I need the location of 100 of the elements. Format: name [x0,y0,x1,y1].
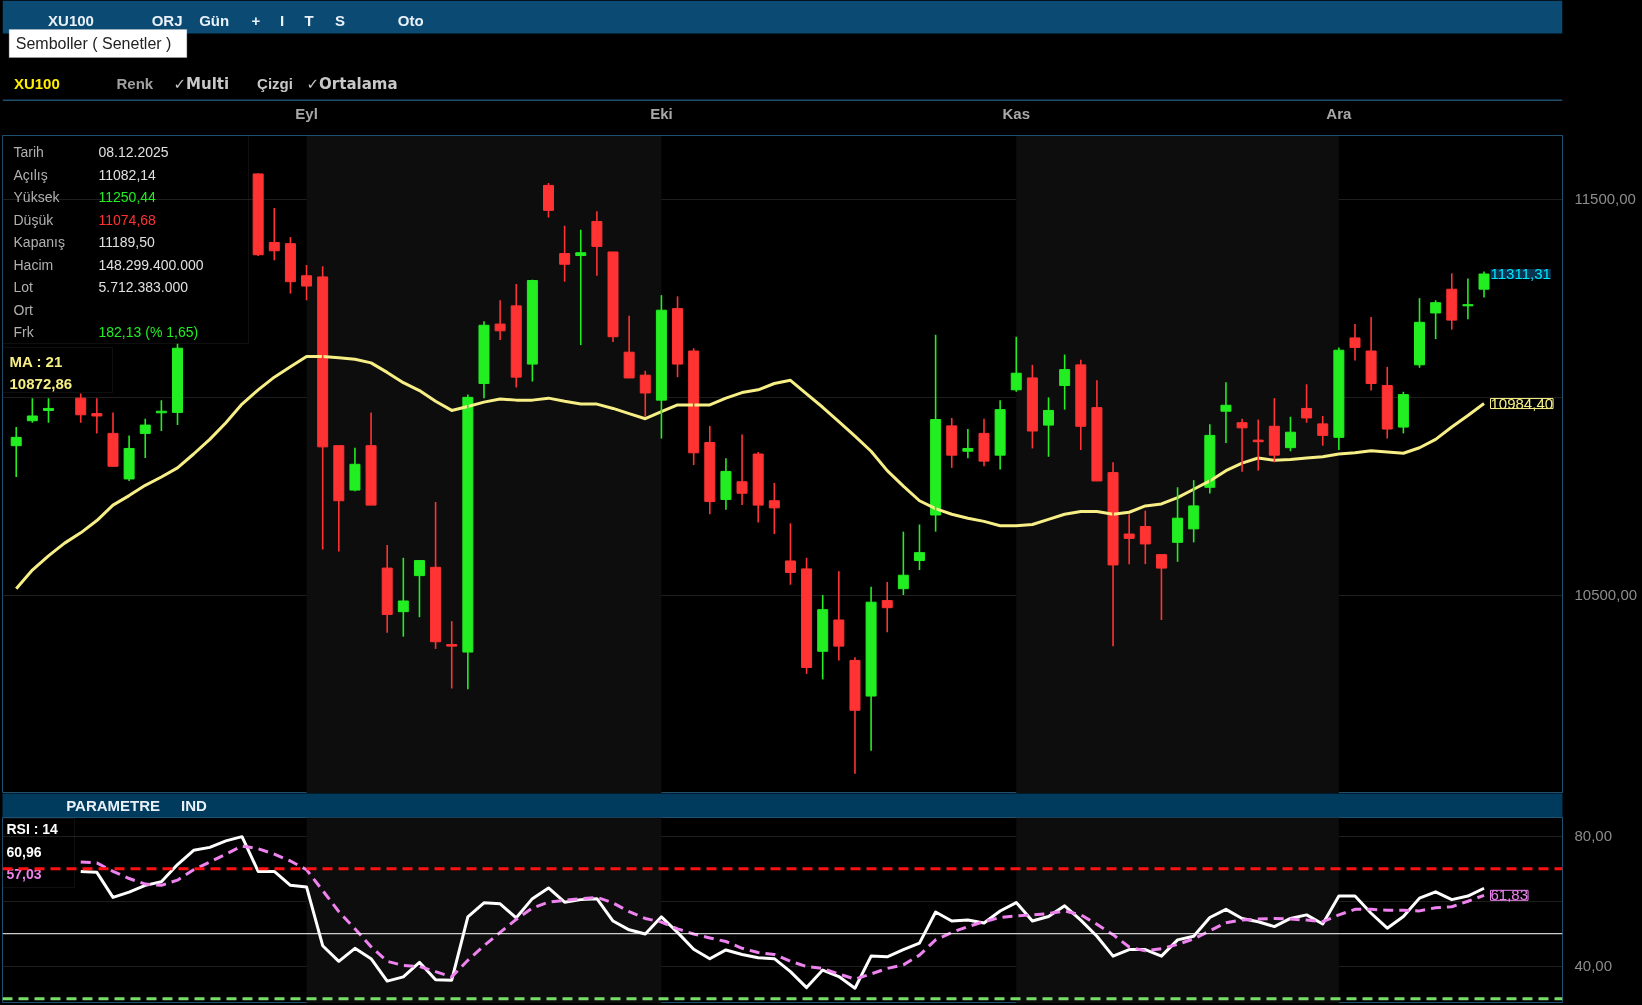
candlestick [784,522,796,586]
candlestick [1220,381,1232,444]
x-tick-label: Kas [1002,104,1031,122]
candlestick [1252,418,1264,472]
text: RSI : 14 [6,820,59,837]
candlestick [994,399,1006,471]
candlestick [172,343,184,426]
candlestick [1430,299,1442,340]
candlestick [1155,553,1167,621]
candlestick [1349,323,1361,362]
text: XU100 [13,75,60,92]
candlestick [736,433,748,506]
annotation: 148.299.400.000 [98,256,204,273]
text: MA : 21 [9,353,63,370]
candlestick [1478,270,1490,299]
candlestick [1139,509,1151,565]
x-tick-label: Eyl [295,104,318,122]
annotation: Hacim [13,256,54,273]
annotation: Frk [13,324,35,341]
candlestick [1397,391,1409,435]
text: Gün [199,12,230,29]
annotation: 11082,14 [98,166,157,183]
candlestick [1268,397,1280,464]
annotation: 11074,68 [98,211,157,228]
x-tick-label: Ara [1326,104,1353,122]
candlestick [1043,396,1055,458]
candlestick [655,294,667,440]
annotation: Ort [13,301,34,318]
candlestick [559,225,571,283]
annotation: 61,83 [1490,886,1529,904]
candlestick [301,264,313,302]
x-tick-label: Eki [650,104,673,122]
text: Oto [397,12,424,29]
annotation: 10984,40 [1490,394,1554,412]
annotation: Düşük [13,211,55,228]
annotation: Tarih [13,144,44,161]
candlestick [413,559,425,619]
annotation: Kapanış [13,234,65,251]
candlestick [478,320,490,399]
candlestick [768,482,780,535]
candlestick [107,411,119,468]
candlestick [978,417,990,468]
text: T [304,12,314,29]
annotation: 11311,31 [1490,265,1551,283]
text: ORJ [151,12,183,29]
candlestick [801,556,813,675]
candlestick [849,656,861,775]
candlestick [26,397,38,424]
text: + [251,11,261,29]
annotation: Yüksek [13,189,61,206]
annotation: 60,96 [6,843,42,860]
candlestick [284,236,296,295]
y-tick-label: 10500,00 [1574,586,1638,604]
annotation: 10872,86 [9,374,73,392]
text: Semboller ( Senetler ) [15,35,172,52]
candlestick [865,585,877,752]
candlestick [1365,316,1377,392]
annotation: Lot [13,279,34,296]
candlestick [913,523,925,571]
candlestick [446,620,458,690]
text: S [335,12,346,29]
annotation: 182,13 (% 1,65) [98,324,199,341]
candlestick [317,265,329,551]
candlestick [1172,486,1184,563]
candlestick [42,397,54,424]
text: Çizgi [257,75,293,92]
candlestick [365,411,377,506]
candlestick [1414,297,1426,369]
candlestick [397,556,409,638]
candlestick [591,210,603,277]
text: Renk [116,75,154,92]
y-tick-label: 11500,00 [1574,190,1636,208]
candlestick [607,251,619,343]
text: XU100 [48,12,94,29]
candlestick [91,397,103,435]
candlestick [1188,479,1200,544]
annotation: Açılış [13,166,48,183]
text: IND [181,797,208,814]
text: I [279,12,285,29]
candlestick [430,501,442,650]
candlestick [1333,346,1345,451]
text: ✓Ortalama [306,74,398,93]
candlestick [1301,383,1313,424]
text: PARAMETRE [66,797,161,814]
candlestick [526,278,538,383]
candlestick [1059,353,1071,411]
candlestick [123,434,135,482]
candlestick [1236,417,1248,473]
candlestick [672,295,684,378]
candlestick [623,314,635,379]
y-tick-label: 40,00 [1574,957,1613,975]
annotation: 08.12.2025 [98,144,169,161]
candlestick [543,182,554,219]
candlestick [494,299,506,341]
text: ✓Multi [173,74,230,93]
candlestick [1123,513,1135,565]
candlestick [720,457,732,511]
y-tick-label: 80,00 [1574,827,1613,845]
candlestick [349,446,361,493]
candlestick [962,428,974,460]
